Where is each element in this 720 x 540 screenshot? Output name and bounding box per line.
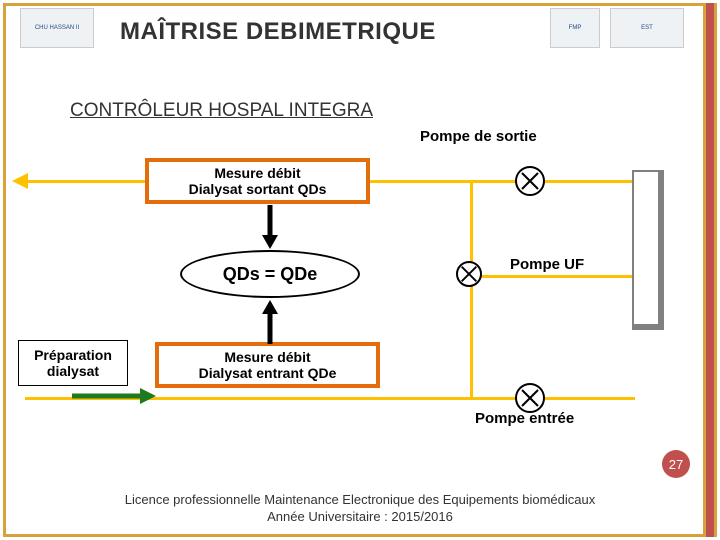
footer-l1: Licence professionnelle Maintenance Elec… <box>0 492 720 509</box>
pump-in-icon <box>515 383 545 413</box>
measure-in-l1: Mesure débit <box>224 349 310 365</box>
logo-fmp: FMP <box>550 8 600 48</box>
equation: QDs = QDe <box>223 264 318 285</box>
pump-uf-icon <box>456 261 482 287</box>
line-uf <box>470 275 635 278</box>
arrow-up-bottom <box>260 300 280 344</box>
line-right-v <box>470 180 473 400</box>
pump-out-label: Pompe de sortie <box>420 128 537 145</box>
footer-l2: Année Universitaire : 2015/2016 <box>0 509 720 526</box>
arrow-left-top <box>12 173 28 189</box>
measure-out-l1: Mesure débit <box>214 165 300 181</box>
box-equation: QDs = QDe <box>180 250 360 298</box>
logo-chu: CHU HASSAN II <box>20 8 94 48</box>
box-measure-out: Mesure débit Dialysat sortant QDs <box>145 158 370 204</box>
arrow-down-top <box>260 205 280 249</box>
frame-bottom <box>3 534 717 537</box>
page-number: 27 <box>662 450 690 478</box>
measure-out-l2: Dialysat sortant QDs <box>189 181 327 197</box>
logo-est: EST <box>610 8 684 48</box>
frame-top <box>3 3 717 6</box>
measure-in-l2: Dialysat entrant QDe <box>199 365 337 381</box>
footer: Licence professionnelle Maintenance Elec… <box>0 492 720 526</box>
pump-uf-label: Pompe UF <box>510 256 584 273</box>
prep-l2: dialysat <box>47 363 99 379</box>
box-measure-in: Mesure débit Dialysat entrant QDe <box>155 342 380 388</box>
frame-left <box>3 3 6 537</box>
frame-right-inner <box>706 3 714 537</box>
tank <box>632 170 664 330</box>
pump-in-label: Pompe entrée <box>475 410 574 427</box>
prep-l1: Préparation <box>34 347 112 363</box>
pump-out-icon <box>515 166 545 196</box>
page-title: MAÎTRISE DEBIMETRIQUE <box>120 18 436 46</box>
arrow-prep <box>72 386 156 406</box>
frame-right-outer <box>703 3 717 537</box>
subtitle: CONTRÔLEUR HOSPAL INTEGRA <box>70 100 373 122</box>
box-prep: Préparation dialysat <box>18 340 128 386</box>
